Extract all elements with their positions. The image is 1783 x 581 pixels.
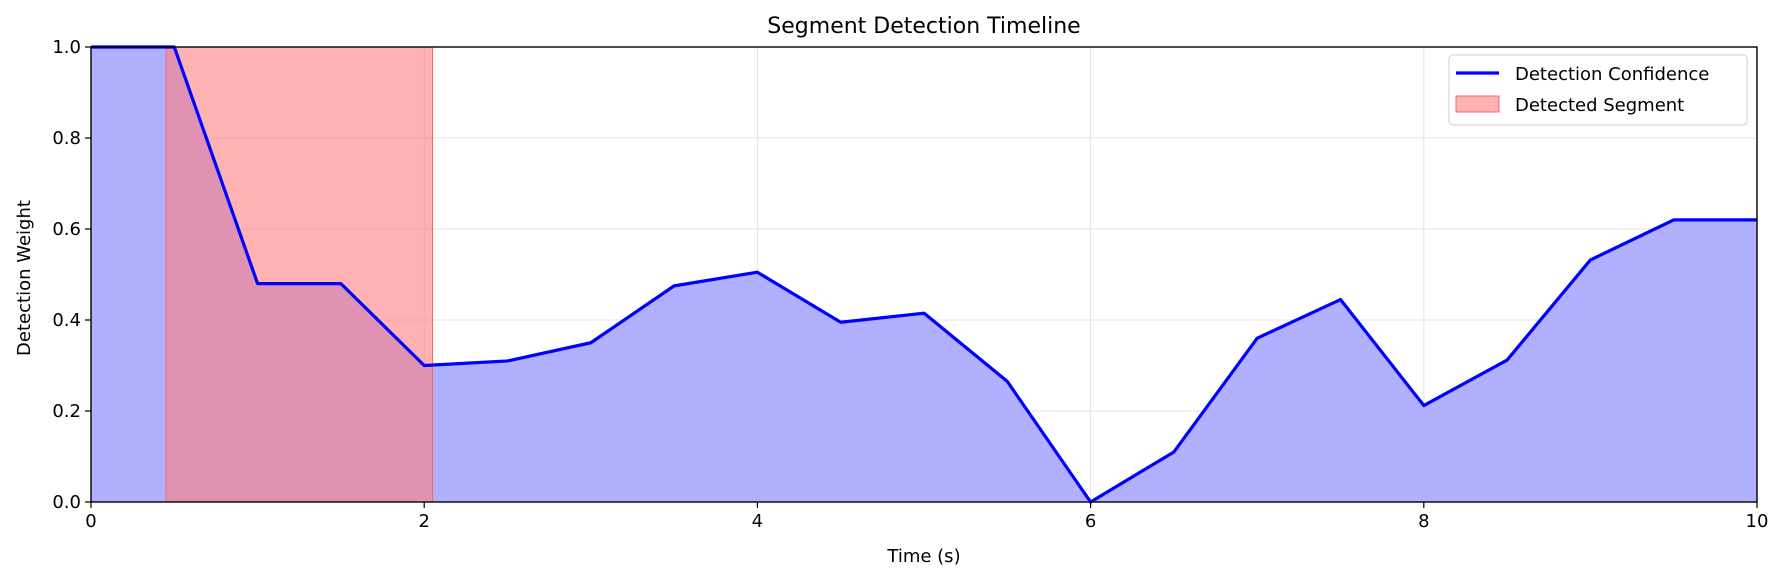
x-tick-label: 6 [1085, 511, 1096, 532]
x-axis-title: Time (s) [886, 546, 960, 567]
y-tick-label: 0.0 [52, 492, 81, 513]
x-tick-label: 10 [1746, 511, 1769, 532]
y-tick-label: 0.8 [52, 128, 81, 149]
y-tick-label: 0.2 [52, 401, 81, 422]
x-tick-label: 0 [85, 511, 96, 532]
legend-segment-swatch [1455, 95, 1500, 113]
chart-title: Segment Detection Timeline [767, 14, 1080, 39]
x-tick-label: 2 [418, 511, 429, 532]
confidence-area-fill [91, 47, 1757, 502]
axes-frame [90, 46, 1758, 503]
y-axis-title: Detection Weight [14, 200, 35, 356]
x-tick-label: 4 [752, 511, 763, 532]
detected-segment-span [165, 46, 434, 503]
confidence-line [91, 45, 1757, 504]
legend-label-segment: Detected Segment [1515, 95, 1684, 116]
legend-label-confidence: Detection Confidence [1515, 64, 1709, 85]
y-tick-label: 0.4 [52, 310, 81, 331]
x-tick-label: 8 [1418, 511, 1429, 532]
y-tick-label: 0.6 [52, 219, 81, 240]
legend-box [1448, 54, 1748, 126]
legend: Detection Confidence Detected Segment [1448, 54, 1748, 126]
y-tick-label: 1.0 [52, 37, 81, 58]
